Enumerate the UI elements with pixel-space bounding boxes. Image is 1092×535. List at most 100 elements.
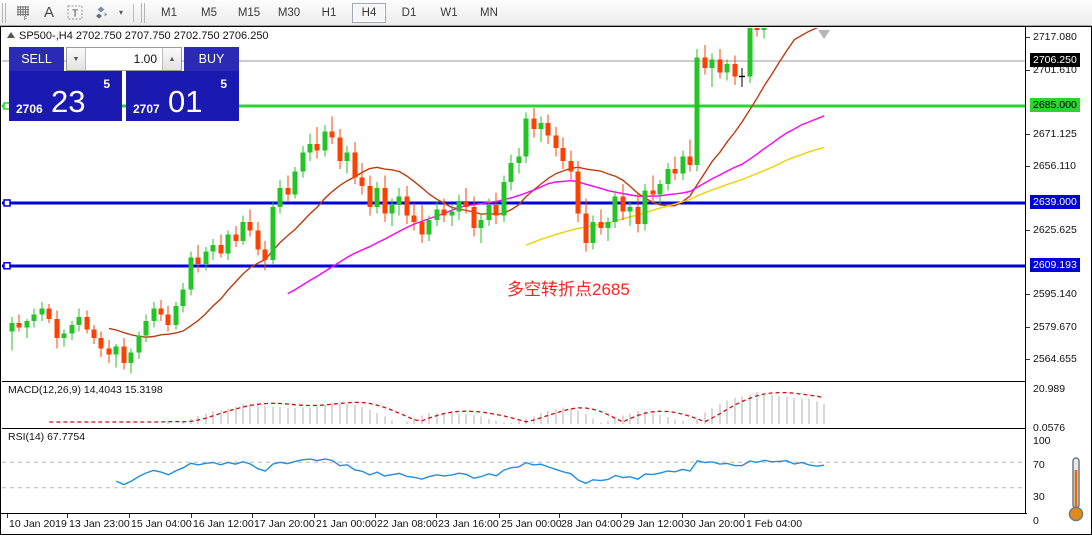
price-label-2579-670: 2579.670: [1033, 321, 1077, 333]
macd-label: MACD(12,26,9) 14,4043 15.3198: [8, 384, 163, 396]
one-click-trading-panel[interactable]: SELL ▼ 1.00 ▲ BUY 2706 23 5 2707 01 5: [9, 47, 239, 121]
chart-annotation: 多空转折点2685: [507, 280, 630, 300]
rsi-axis-100: 100: [1033, 435, 1051, 447]
time-label: 29 Jan 12:00: [623, 518, 684, 530]
price-tick: [1026, 358, 1030, 360]
time-tick: [499, 514, 500, 518]
rsi-pane[interactable]: RSI(14) 67.7754: [2, 428, 1026, 512]
buy-price-prefix: 2707: [133, 102, 160, 116]
price-tick: [1026, 165, 1030, 167]
macd-axis-zero: 0.0576: [1033, 422, 1066, 434]
time-label: 1 Feb 04:00: [746, 518, 803, 530]
time-tick: [314, 514, 315, 518]
time-label: 17 Jan 20:00: [254, 518, 315, 530]
time-label: 13 Jan 23:00: [69, 518, 130, 530]
toolbar-divider: [133, 3, 134, 22]
timeframe-grip[interactable]: [141, 2, 147, 23]
time-label: 23 Jan 16:00: [438, 518, 499, 530]
time-label: 15 Jan 04:00: [131, 518, 192, 530]
price-tick: [1026, 230, 1030, 232]
moving-average-2: [525, 146, 825, 246]
time-label: 21 Jan 00:00: [316, 518, 377, 530]
price-label-2595-140: 2595.140: [1033, 288, 1077, 301]
svg-text:F: F: [24, 16, 27, 20]
time-tick: [375, 514, 376, 518]
time-tick: [67, 514, 68, 518]
timeframe-h1[interactable]: H1: [321, 6, 337, 19]
dropdown-arrow-icon[interactable]: ▾: [118, 8, 123, 17]
timeframe-m30[interactable]: M30: [277, 6, 301, 19]
time-tick: [559, 514, 560, 518]
thermometer-icon: [1067, 454, 1085, 528]
time-label: 22 Jan 08:00: [377, 518, 438, 530]
svg-text:T: T: [72, 9, 78, 20]
volume-stepper[interactable]: ▼ 1.00 ▲: [66, 47, 182, 71]
time-label: 25 Jan 00:00: [501, 518, 562, 530]
time-tick: [744, 514, 745, 518]
text-label-icon[interactable]: T: [62, 1, 88, 25]
time-tick: [682, 514, 683, 518]
time-tick: [7, 514, 8, 518]
price-label-2564-655: 2564.655: [1033, 352, 1077, 365]
price-label-2706-250[interactable]: 2706.250: [1030, 53, 1080, 68]
time-label: 16 Jan 12:00: [193, 518, 254, 530]
oct-price-row: 2706 23 5 2707 01 5: [9, 71, 239, 121]
chart-window: 多空转折点2685 MACD(12,26,9) 14,4043 15.3198 …: [0, 26, 1092, 535]
text-tool-icon[interactable]: A: [43, 4, 54, 21]
time-label: 10 Jan 2019: [9, 518, 67, 530]
buy-button[interactable]: BUY: [184, 47, 239, 71]
time-tick: [436, 514, 437, 518]
time-axis[interactable]: 10 Jan 2019 13 Jan 23:00 15 Jan 04:00 16 Ja…: [1, 513, 1027, 534]
sell-button[interactable]: SELL: [9, 47, 64, 71]
price-label-2717-080: 2717.080: [1033, 31, 1077, 44]
rsi-axis-0: 0: [1033, 515, 1039, 527]
sell-price-main: 23: [51, 84, 86, 119]
rsi-line: [116, 458, 825, 486]
price-axis[interactable]: 2717.080 2706.250 2701.610 2685.000 2671.125…: [1025, 27, 1091, 534]
timeframe-m5[interactable]: M5: [201, 6, 217, 19]
rsi-axis-30: 30: [1033, 491, 1045, 503]
price-label-2701-610: 2701.610: [1033, 63, 1077, 76]
volume-up-icon[interactable]: ▲: [162, 48, 181, 70]
timeframe-d1[interactable]: D1: [401, 6, 417, 19]
symbol-ohlc-text: SP500-,H4 2702.750 2707.750 2702.750 270…: [19, 30, 269, 42]
timeframe-group: M1 M5 M15 M30 H1 H4 D1 W1 MN: [149, 2, 509, 23]
volume-down-icon[interactable]: ▼: [67, 48, 86, 70]
symbol-header: SP500-,H4 2702.750 2707.750 2702.750 270…: [7, 30, 269, 42]
time-tick: [621, 514, 622, 518]
sell-price-prefix: 2706: [16, 102, 43, 116]
timeframe-mn[interactable]: MN: [480, 6, 498, 19]
buy-price-fraction: 5: [220, 77, 227, 91]
rsi-plot: [2, 458, 1026, 489]
macd-axis-max: 20.989: [1033, 383, 1066, 395]
moving-average-1: [287, 115, 825, 295]
price-label-2685-000[interactable]: 2685.000: [1030, 97, 1080, 112]
price-tick: [1026, 37, 1030, 39]
price-label-2671-125: 2671.125: [1033, 128, 1077, 141]
timeframe-m15[interactable]: M15: [237, 6, 261, 19]
toolbar-grip[interactable]: [2, 2, 8, 23]
timeframe-w1[interactable]: W1: [440, 6, 458, 19]
price-tick: [1026, 294, 1030, 296]
collapse-triangle-icon[interactable]: [7, 32, 15, 38]
macd-pane[interactable]: MACD(12,26,9) 14,4043 15.3198: [2, 381, 1026, 427]
rsi-axis-70: 70: [1033, 459, 1045, 471]
price-candles: [2, 28, 1026, 374]
crosshair-icon[interactable]: F: [10, 1, 36, 25]
price-label-2639-000[interactable]: 2639.000: [1030, 194, 1080, 209]
sell-price-fraction: 5: [103, 77, 110, 91]
price-tick: [1026, 134, 1030, 136]
timeframe-m1[interactable]: M1: [161, 6, 177, 19]
time-tick: [129, 514, 130, 518]
timeframe-h4[interactable]: H4: [352, 2, 386, 23]
sell-price-block[interactable]: 2706 23 5: [9, 71, 122, 121]
price-tick: [1026, 327, 1030, 328]
price-label-2625-625: 2625.625: [1033, 224, 1077, 237]
buy-price-main: 01: [168, 84, 203, 119]
buy-price-block[interactable]: 2707 01 5: [126, 71, 239, 121]
shapes-icon[interactable]: [88, 1, 114, 25]
time-label: 28 Jan 04:00: [561, 518, 622, 530]
rsi-label: RSI(14) 67.7754: [8, 431, 86, 443]
volume-value[interactable]: 1.00: [133, 52, 157, 66]
price-label-2609-193[interactable]: 2609.193: [1030, 257, 1080, 272]
